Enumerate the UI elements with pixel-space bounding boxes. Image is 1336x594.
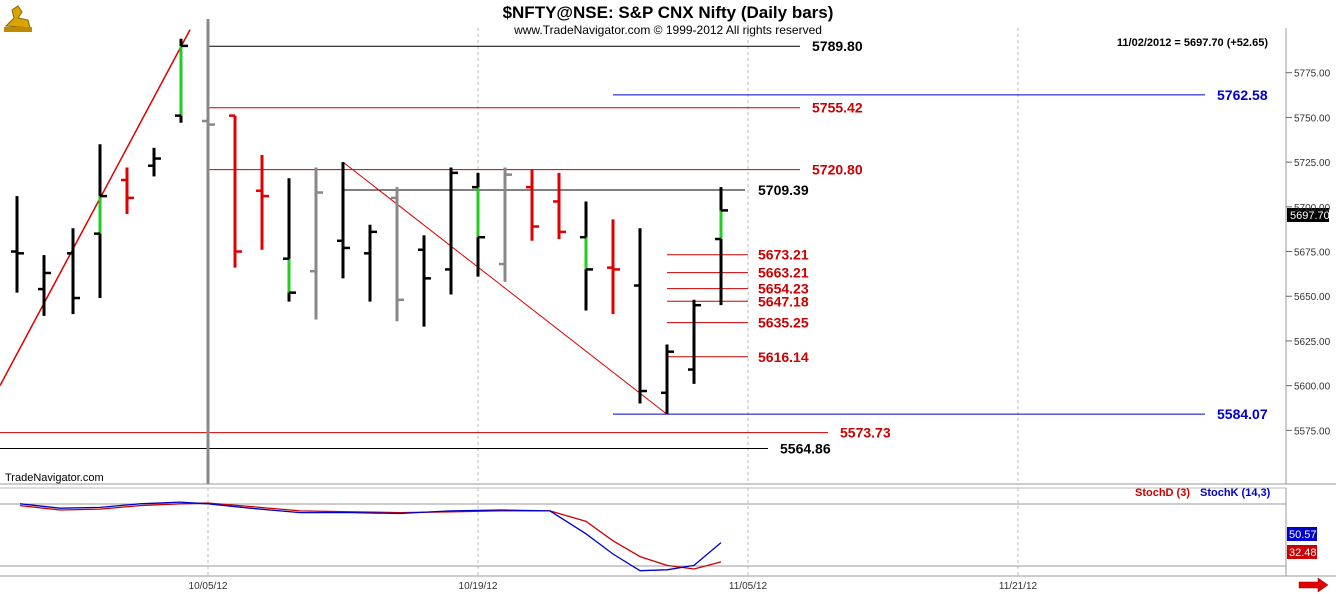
- y-tick-label: 5575.00: [1294, 426, 1331, 437]
- trade-navigator-logo-icon: [4, 5, 32, 32]
- stochd-line: [19, 502, 722, 570]
- price-bar: [391, 187, 404, 322]
- chart-title: $NFTY@NSE: S&P CNX Nifty (Daily bars): [503, 3, 834, 22]
- x-tick-label: 11/21/12: [999, 581, 1038, 592]
- price-bar: [445, 167, 458, 295]
- level-label: 5709.39: [758, 182, 809, 198]
- level-label: 5647.18: [758, 293, 809, 309]
- price-bar: [661, 344, 674, 415]
- level-label: 5720.80: [812, 162, 863, 178]
- watermark: TradeNavigator.com: [5, 472, 104, 484]
- stochk-value: 50.57: [1289, 529, 1317, 541]
- price-bar: [283, 178, 296, 302]
- price-bar: [121, 167, 134, 214]
- price-bar: [229, 114, 242, 268]
- stochd-legend: StochD (3): [1135, 487, 1190, 499]
- scroll-right-arrow-icon[interactable]: [1298, 577, 1329, 593]
- y-tick-label: 5675.00: [1294, 248, 1331, 259]
- price-bar: [175, 38, 188, 123]
- price-bar: [526, 169, 539, 241]
- level-label: 5673.21: [758, 247, 809, 263]
- stochd-value-tag: 32.48: [1287, 545, 1317, 559]
- level-label: 5654.23: [758, 281, 809, 297]
- price-bar: [310, 167, 323, 320]
- level-label: 5789.80: [812, 38, 863, 54]
- price-bar: [67, 228, 80, 315]
- price-bar: [202, 19, 215, 484]
- price-bar: [553, 172, 566, 240]
- price-bar: [607, 219, 620, 315]
- stochd-value: 32.48: [1289, 547, 1317, 559]
- price-bar: [38, 255, 51, 316]
- last-quote: 11/02/2012 = 5697.70 (+52.65): [1117, 37, 1268, 49]
- x-tick-label: 10/19/12: [459, 581, 498, 592]
- copyright-text: www.TradeNavigator.com © 1999-2012 All r…: [513, 23, 822, 37]
- price-bar: [337, 162, 350, 279]
- current-price-tag: 5697.70: [1287, 208, 1330, 222]
- y-tick-label: 5750.00: [1294, 113, 1331, 124]
- stochk-legend: StochK (14,3): [1200, 487, 1271, 499]
- x-tick-label: 10/05/12: [189, 581, 228, 592]
- level-label: 5584.07: [1217, 406, 1268, 422]
- price-bar: [256, 154, 269, 250]
- stochk-line: [19, 501, 722, 572]
- price-bar: [688, 299, 701, 384]
- level-label: 5663.21: [758, 265, 809, 281]
- current-price-label: 5697.70: [1290, 210, 1330, 222]
- stochastic-lines: [19, 501, 722, 572]
- level-label: 5564.86: [780, 440, 831, 456]
- y-tick-label: 5775.00: [1294, 69, 1331, 80]
- x-axis-ticks: 10/05/12 10/19/12 11/05/12 11/21/12: [189, 581, 1038, 592]
- y-axis-ticks: 5775.00 5750.00 5725.00 5700.00 5675.00 5650.…: [1286, 69, 1331, 437]
- price-bar: [148, 147, 161, 177]
- level-label: 5616.14: [758, 349, 809, 365]
- y-tick-label: 5650.00: [1294, 292, 1331, 303]
- price-bar: [94, 144, 107, 299]
- level-label: 5573.73: [840, 425, 891, 441]
- y-tick-label: 5600.00: [1294, 382, 1331, 393]
- price-bar: [499, 167, 512, 282]
- level-label: 5635.25: [758, 315, 809, 331]
- y-tick-label: 5700.00: [1294, 203, 1331, 214]
- price-bar: [418, 235, 431, 327]
- x-tick-label: 11/05/12: [729, 581, 768, 592]
- trendline: [0, 29, 191, 387]
- price-bar: [634, 228, 647, 404]
- level-label: 5755.42: [812, 100, 863, 116]
- price-bar: [472, 172, 485, 277]
- stochk-value-tag: 50.57: [1287, 527, 1317, 541]
- price-bar: [580, 201, 593, 311]
- price-bars: [11, 19, 728, 484]
- price-bar: [11, 196, 24, 293]
- y-tick-label: 5725.00: [1294, 158, 1331, 169]
- y-tick-label: 5625.00: [1294, 337, 1331, 348]
- price-bar: [715, 187, 728, 306]
- price-bar: [364, 224, 377, 302]
- level-label: 5762.58: [1217, 87, 1268, 103]
